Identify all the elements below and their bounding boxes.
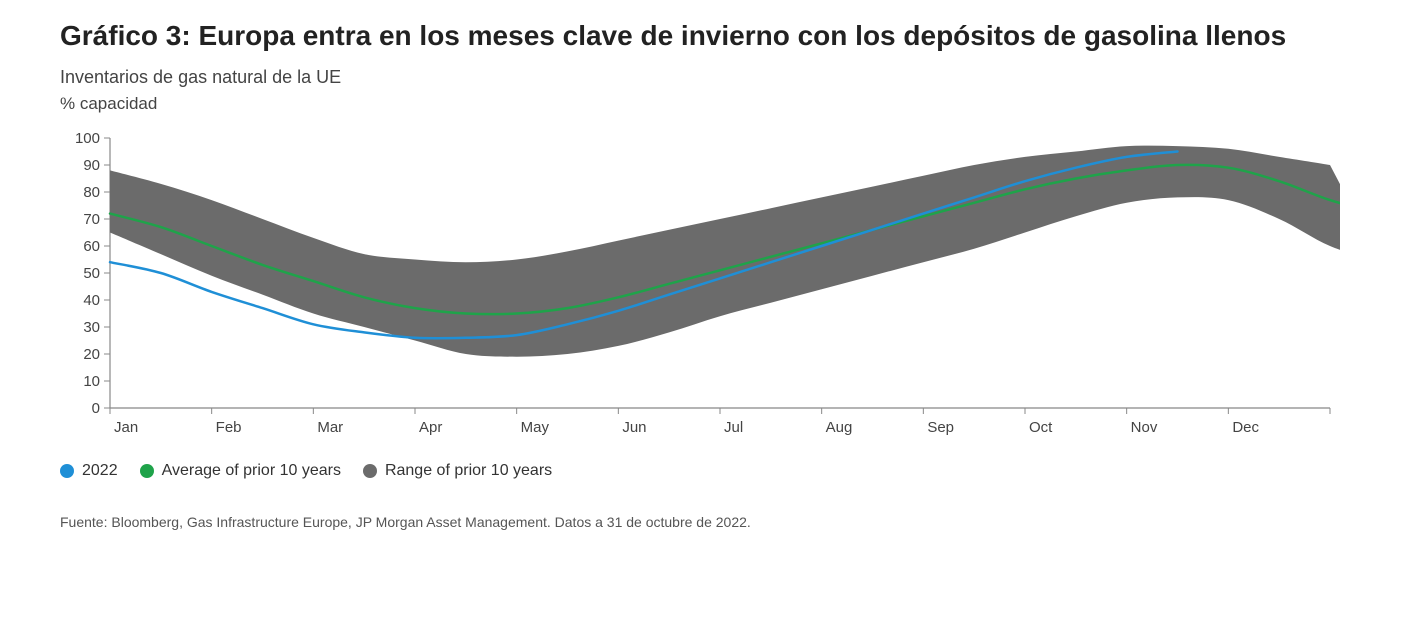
chart-svg: 0 10 20 30 40 50 60 70 80 90 100 Jan Feb Mar Apr May Jun…: [60, 128, 1340, 458]
legend-item-2022: 2022: [60, 462, 118, 480]
svg-text:Jun: Jun: [622, 419, 646, 436]
svg-text:20: 20: [83, 346, 100, 363]
chart-unit: % capacidad: [60, 94, 1345, 114]
svg-text:Jul: Jul: [724, 419, 743, 436]
svg-text:Sep: Sep: [927, 419, 954, 436]
legend-label-range: Range of prior 10 years: [385, 462, 552, 480]
legend-label-avg: Average of prior 10 years: [162, 462, 341, 480]
svg-text:50: 50: [83, 265, 100, 282]
legend-label-2022: 2022: [82, 462, 118, 480]
svg-text:Oct: Oct: [1029, 419, 1053, 436]
chart-subtitle: Inventarios de gas natural de la UE: [60, 67, 1345, 88]
chart-source: Fuente: Bloomberg, Gas Infrastructure Eu…: [60, 514, 1345, 530]
svg-text:Dec: Dec: [1232, 419, 1259, 436]
svg-text:60: 60: [83, 238, 100, 255]
svg-text:Nov: Nov: [1131, 419, 1158, 436]
chart-area: 0 10 20 30 40 50 60 70 80 90 100 Jan Feb Mar Apr May Jun…: [60, 128, 1340, 458]
svg-text:70: 70: [83, 211, 100, 228]
range-band: [110, 146, 1340, 357]
svg-text:May: May: [521, 419, 550, 436]
svg-text:Aug: Aug: [826, 419, 853, 436]
svg-text:Feb: Feb: [216, 419, 242, 436]
svg-text:0: 0: [92, 400, 100, 417]
svg-text:Apr: Apr: [419, 419, 442, 436]
figure-container: Gráfico 3: Europa entra en los meses cla…: [0, 0, 1405, 623]
legend-swatch-avg: [140, 464, 154, 478]
svg-text:90: 90: [83, 157, 100, 174]
svg-text:100: 100: [75, 130, 100, 147]
svg-text:Jan: Jan: [114, 419, 138, 436]
legend-item-range: Range of prior 10 years: [363, 462, 552, 480]
legend: 2022 Average of prior 10 years Range of …: [60, 462, 1345, 480]
legend-swatch-range: [363, 464, 377, 478]
legend-item-avg: Average of prior 10 years: [140, 462, 341, 480]
svg-text:80: 80: [83, 184, 100, 201]
svg-text:Mar: Mar: [317, 419, 343, 436]
legend-swatch-2022: [60, 464, 74, 478]
chart-title: Gráfico 3: Europa entra en los meses cla…: [60, 18, 1310, 53]
svg-text:10: 10: [83, 373, 100, 390]
svg-text:40: 40: [83, 292, 100, 309]
svg-text:30: 30: [83, 319, 100, 336]
